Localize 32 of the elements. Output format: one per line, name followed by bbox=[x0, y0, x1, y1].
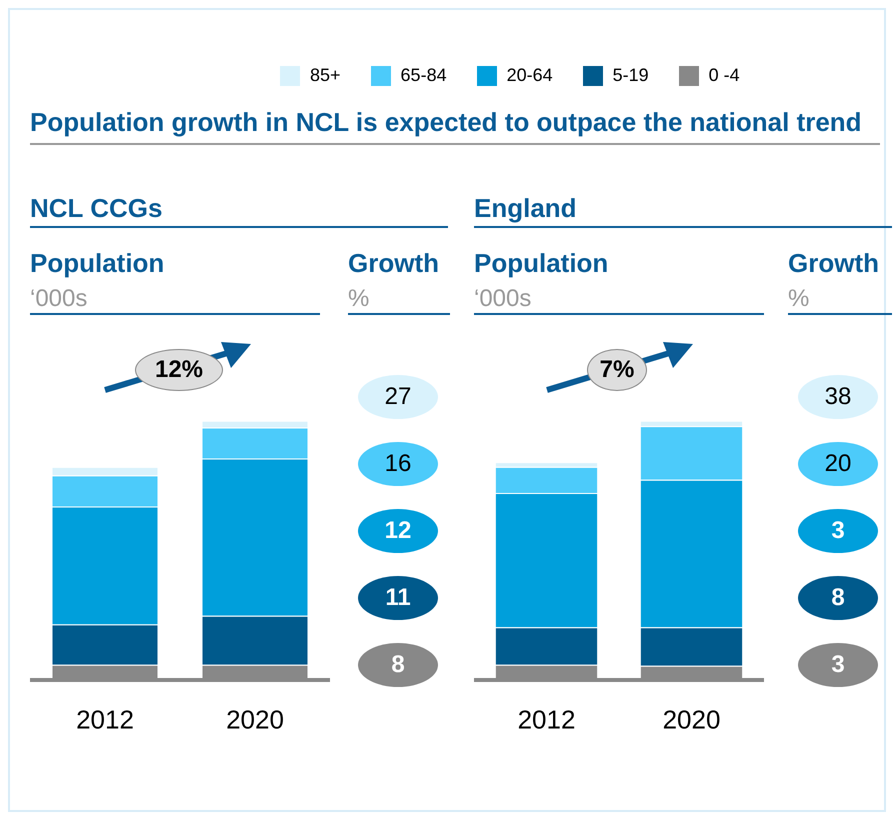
legend-label: 20-64 bbox=[506, 65, 553, 86]
text: Population growth in NCL is expected to outpace the national trend bbox=[30, 105, 880, 145]
data-label: 11 bbox=[358, 576, 438, 620]
text: % bbox=[788, 285, 892, 315]
data-label: 27 bbox=[358, 375, 438, 419]
chart-subtitle: England bbox=[474, 193, 892, 228]
legend-label: 5-19 bbox=[612, 65, 649, 86]
y-axis-title: Population bbox=[474, 248, 608, 279]
text: ‘000s bbox=[30, 285, 320, 315]
text: ‘000s bbox=[474, 285, 764, 315]
x-tick-label: 2020 bbox=[226, 704, 284, 735]
text: Growth bbox=[348, 248, 439, 279]
text: 7% bbox=[587, 349, 647, 391]
data-label: 3 bbox=[798, 509, 878, 553]
x-tick-label: 2012 bbox=[76, 704, 134, 735]
text: 12% bbox=[135, 349, 223, 391]
data-label: 8 bbox=[358, 643, 438, 687]
legend-label: 65-84 bbox=[400, 65, 447, 86]
data-label: 20 bbox=[798, 442, 878, 486]
x-tick-label: 2020 bbox=[662, 704, 720, 735]
data-label: 38 bbox=[798, 375, 878, 419]
x-tick-label: 2012 bbox=[518, 704, 576, 735]
chart-subtitle: NCL CCGs bbox=[30, 193, 448, 228]
data-label: 16 bbox=[358, 442, 438, 486]
data-label: 8 bbox=[798, 576, 878, 620]
legend-label: 0 -4 bbox=[708, 65, 740, 86]
text: Growth bbox=[788, 248, 879, 279]
y-axis-title: Population bbox=[30, 248, 164, 279]
data-label: 3 bbox=[798, 643, 878, 687]
legend-label: 85+ bbox=[310, 65, 341, 86]
data-label: 12 bbox=[358, 509, 438, 553]
text: % bbox=[348, 285, 450, 315]
